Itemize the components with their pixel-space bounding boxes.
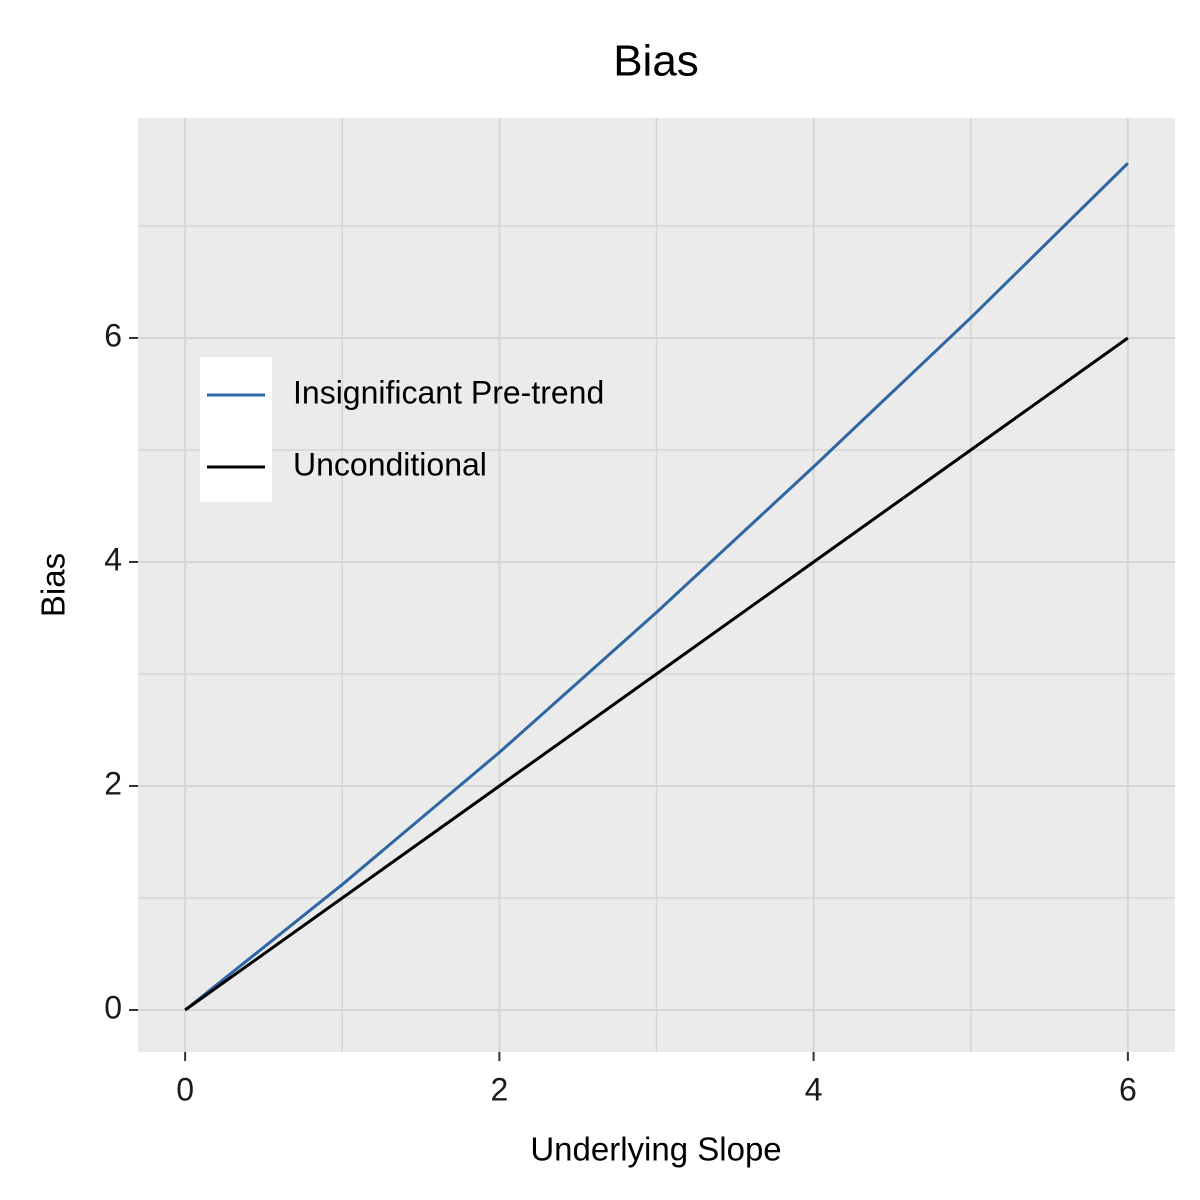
data-line (184, 336, 1129, 1012)
legend-label: Insignificant Pre-trend (293, 374, 604, 410)
x-tick-label: 6 (1119, 1071, 1137, 1107)
y-tick-label: 2 (104, 765, 122, 801)
legend-box (200, 357, 272, 502)
chart-title: Bias (613, 37, 699, 86)
x-axis-label: Underlying Slope (530, 1131, 781, 1168)
legend-label: Unconditional (293, 446, 487, 482)
y-axis-label: Bias (35, 553, 72, 617)
x-tick-label: 4 (805, 1071, 823, 1107)
y-tick-label: 0 (104, 989, 122, 1025)
x-tick-label: 2 (490, 1071, 508, 1107)
y-tick-label: 6 (104, 317, 122, 353)
x-tick-label: 0 (176, 1071, 194, 1107)
data-line (184, 162, 1129, 1012)
y-tick-label: 4 (104, 541, 122, 577)
